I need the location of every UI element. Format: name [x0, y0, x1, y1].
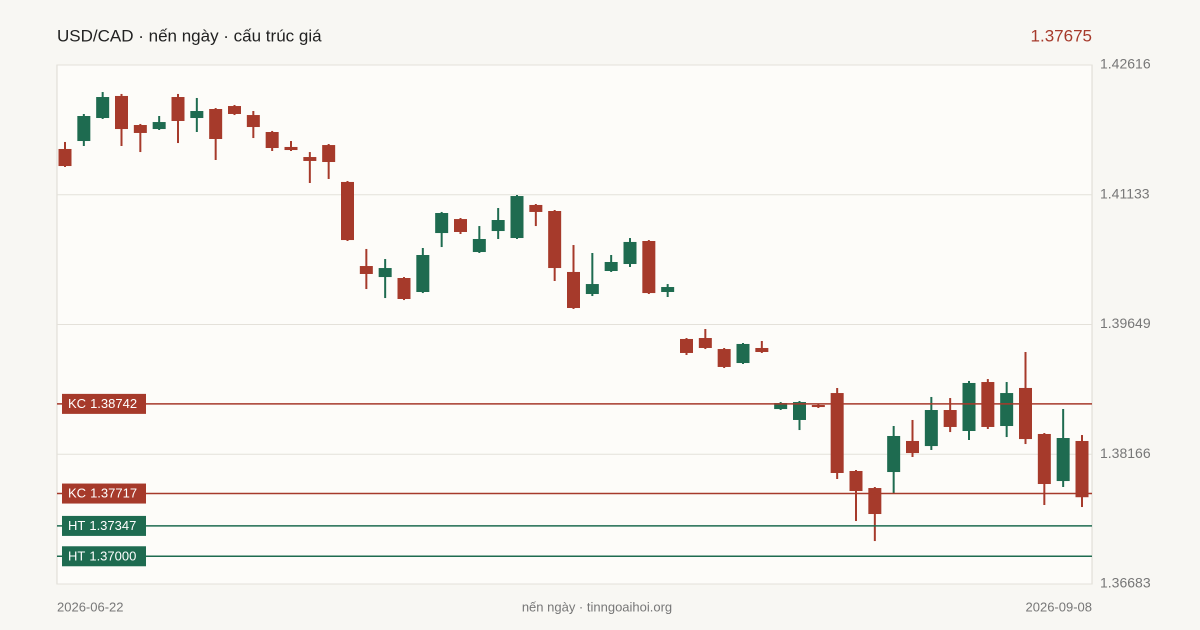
- candle-body: [906, 440, 919, 454]
- candle-body: [397, 278, 411, 300]
- last-price: 1.37675: [1031, 26, 1092, 45]
- level-label-box: [62, 393, 146, 414]
- candle-body: [171, 97, 185, 121]
- level-value: 1.37717: [90, 486, 137, 501]
- candle-body: [830, 393, 844, 473]
- candle-body: [58, 148, 72, 167]
- y-tick-label: 1.41133: [1100, 185, 1150, 201]
- candle-body: [717, 349, 731, 367]
- chart-title: USD/CAD · nến ngày · cấu trúc giá: [57, 26, 322, 45]
- candle-body: [1019, 387, 1032, 440]
- candle-body: [849, 470, 863, 492]
- candle-body: [661, 287, 675, 293]
- candle-body: [887, 435, 901, 473]
- candle-body: [1037, 433, 1051, 485]
- candle-body: [774, 403, 788, 410]
- footer: nến ngày · tinngoaihoi.org: [522, 599, 672, 614]
- candle-body: [1056, 438, 1070, 482]
- candle-body: [378, 268, 392, 278]
- level-value: 1.37347: [89, 518, 136, 533]
- candle-body: [642, 241, 656, 294]
- candle-body: [604, 261, 618, 272]
- candle-body: [133, 125, 147, 133]
- candle-body: [698, 338, 712, 348]
- candle-body: [416, 254, 430, 293]
- candle-body: [585, 284, 599, 295]
- y-tick-label: 1.36683: [1100, 575, 1151, 591]
- candle-body: [548, 210, 562, 269]
- candle-body: [228, 106, 241, 114]
- candle-body: [962, 382, 976, 432]
- candle-body: [680, 338, 693, 353]
- candle-body: [924, 410, 938, 447]
- y-tick-label: 1.38166: [1100, 445, 1151, 461]
- candle-body: [115, 95, 128, 130]
- level-label: HT 1.37347: [68, 518, 136, 533]
- y-tick-label: 1.39649: [1100, 315, 1151, 331]
- level-name: KC: [68, 396, 86, 411]
- candle-body: [341, 181, 354, 241]
- candle-body: [811, 405, 825, 408]
- candle-body: [755, 347, 769, 353]
- candle-body: [152, 122, 166, 130]
- level-name: KC: [68, 486, 86, 501]
- x-tick-label: 2026-06-22: [57, 599, 124, 614]
- candle-body: [567, 271, 580, 309]
- level-label: KC 1.38742: [68, 396, 137, 411]
- candle-body: [303, 157, 317, 161]
- level-value: 1.38742: [90, 396, 137, 411]
- level-label: HT 1.37000: [68, 549, 136, 564]
- candle-body: [190, 111, 204, 119]
- candle-body: [435, 213, 449, 234]
- candle-body: [265, 132, 279, 149]
- candle-body: [472, 238, 486, 253]
- candle-body: [623, 241, 637, 265]
- candle-body: [793, 402, 806, 420]
- candle-body: [868, 488, 882, 515]
- level-label-box: [62, 546, 146, 567]
- candle-body: [209, 109, 223, 140]
- candle-body: [943, 410, 957, 427]
- candle-body: [529, 204, 543, 212]
- level-label: KC 1.37717: [68, 486, 137, 501]
- candle-body: [1000, 393, 1014, 427]
- candle-body: [510, 196, 524, 239]
- level-name: HT: [68, 518, 85, 533]
- candle-body: [491, 220, 505, 232]
- x-tick-label: 2026-09-08: [1026, 599, 1093, 614]
- candle-body: [1075, 440, 1089, 498]
- candle-body: [736, 343, 750, 364]
- y-tick-label: 1.42616: [1100, 56, 1151, 72]
- candle-body: [77, 115, 91, 142]
- level-label-box: [62, 515, 146, 536]
- candle-body: [359, 266, 373, 274]
- level-name: HT: [68, 549, 85, 564]
- candle-body: [284, 146, 298, 151]
- candle-body: [322, 145, 336, 163]
- candle-body: [454, 219, 467, 232]
- level-label-box: [62, 483, 146, 504]
- candle-body: [246, 115, 260, 128]
- level-value: 1.37000: [89, 549, 136, 564]
- candle-body: [96, 97, 110, 119]
